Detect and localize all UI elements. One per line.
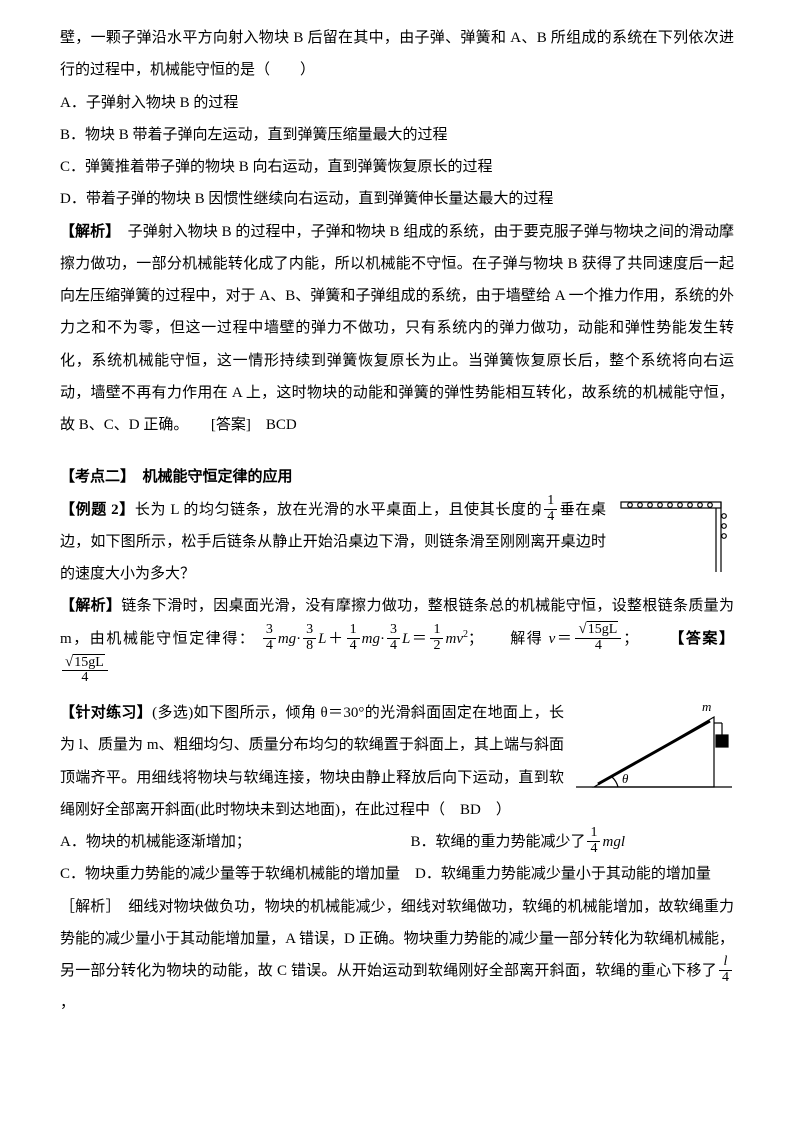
analysis-3: ［解析］ 细线对物块做负功，物块的机械能减少，细线对软绳做功，软绳的机械能增加，… (60, 891, 734, 1020)
frac-sqrt-a: 15gL4 (575, 622, 621, 653)
option-c: C．弹簧推着带子弹的物块 B 向右运动，直到弹簧恢复原长的过程 (60, 151, 734, 183)
frac-3-4-b: 34 (387, 623, 400, 653)
practice-option-c: C．物块重力势能的减少量等于软绳机械能的增加量 (60, 866, 400, 882)
practice-options-ab: A．物块的机械能逐渐增加；B．软绳的重力势能减少了14mgl (60, 826, 734, 858)
practice-option-d: D．软绳重力势能减少量小于其动能的增加量 (415, 866, 711, 882)
practice-options-cd: C．物块重力势能的减少量等于软绳机械能的增加量 D．软绳重力势能减少量小于其动能… (60, 858, 734, 890)
analysis-1: 【解析】 子弹射入物块 B 的过程中，子弹和物块 B 组成的系统，由于要克服子弹… (60, 216, 734, 442)
analysis-2-text-b: ； 解得 (468, 631, 543, 647)
frac-3-8: 38 (303, 623, 316, 653)
analysis-1-text: 子弹射入物块 B 的过程中，子弹和物块 B 组成的系统，由于要克服子弹与物块之间… (60, 224, 734, 434)
example-2-label: 【例题 2】 (60, 502, 135, 518)
analysis-label: 【解析】 (60, 224, 113, 240)
question1-stem: 壁，一颗子弹沿水平方向射入物块 B 后留在其中，由子弹、弹簧和 A、B 所组成的… (60, 22, 734, 87)
frac-sqrt-b: 15gL4 (62, 655, 108, 686)
practice-option-b: B．软绳的重力势能减少了14mgl (410, 834, 625, 850)
label-theta: θ (622, 771, 629, 786)
practice-label: 【针对练习】 (60, 705, 152, 721)
frac-1-4-b: 14 (347, 623, 360, 653)
frac-1-4: 14 (544, 494, 557, 524)
option-d: D．带着子弹的物块 B 因惯性继续向右运动，直到弹簧伸长量达最大的过程 (60, 183, 734, 215)
incline-diagram: m θ (574, 697, 734, 795)
section-title-2: 【考点二】 机械能守恒定律的应用 (60, 461, 734, 493)
practice-text-a: (多选)如下图所示，倾角 θ＝30°的光滑斜面固定在地面上，长为 l、质量为 m… (60, 705, 564, 818)
option-a: A．子弹射入物块 B 的过程 (60, 87, 734, 119)
analysis-2: 【解析】链条下滑时，因桌面光滑，没有摩擦力做功，整根链条总的机械能守恒，设整根链… (60, 590, 734, 687)
practice-option-a: A．物块的机械能逐渐增加； (60, 826, 410, 858)
practice-block: m θ 【针对练习】(多选)如下图所示，倾角 θ＝30°的光滑斜面固定在地面上，… (60, 697, 734, 826)
frac-l-4: l4 (719, 955, 732, 985)
analysis2-label: 【解析】 (60, 598, 121, 614)
label-m: m (702, 699, 711, 714)
frac-1-2: 12 (430, 623, 443, 653)
table-chain-diagram (616, 494, 734, 572)
example-2-block: 【例题 2】长为 L 的均匀链条，放在光滑的水平桌面上，且使其长度的14垂在桌边… (60, 494, 734, 591)
analysis-3-text: ［解析］ 细线对物块做负功，物块的机械能减少，细线对软绳做功，软绳的机械能增加，… (60, 899, 734, 980)
example-2-text-a: 长为 L 的均匀链条，放在光滑的水平桌面上，且使其长度的 (135, 502, 542, 518)
frac-1-4-c: 14 (587, 826, 600, 856)
answer-2-label: 【答案】 (677, 631, 734, 647)
option-b: B．物块 B 带着子弹向左运动，直到弹簧压缩量最大的过程 (60, 119, 734, 151)
frac-3-4-a: 34 (263, 623, 276, 653)
analysis-2-text-c: ； (623, 631, 638, 647)
